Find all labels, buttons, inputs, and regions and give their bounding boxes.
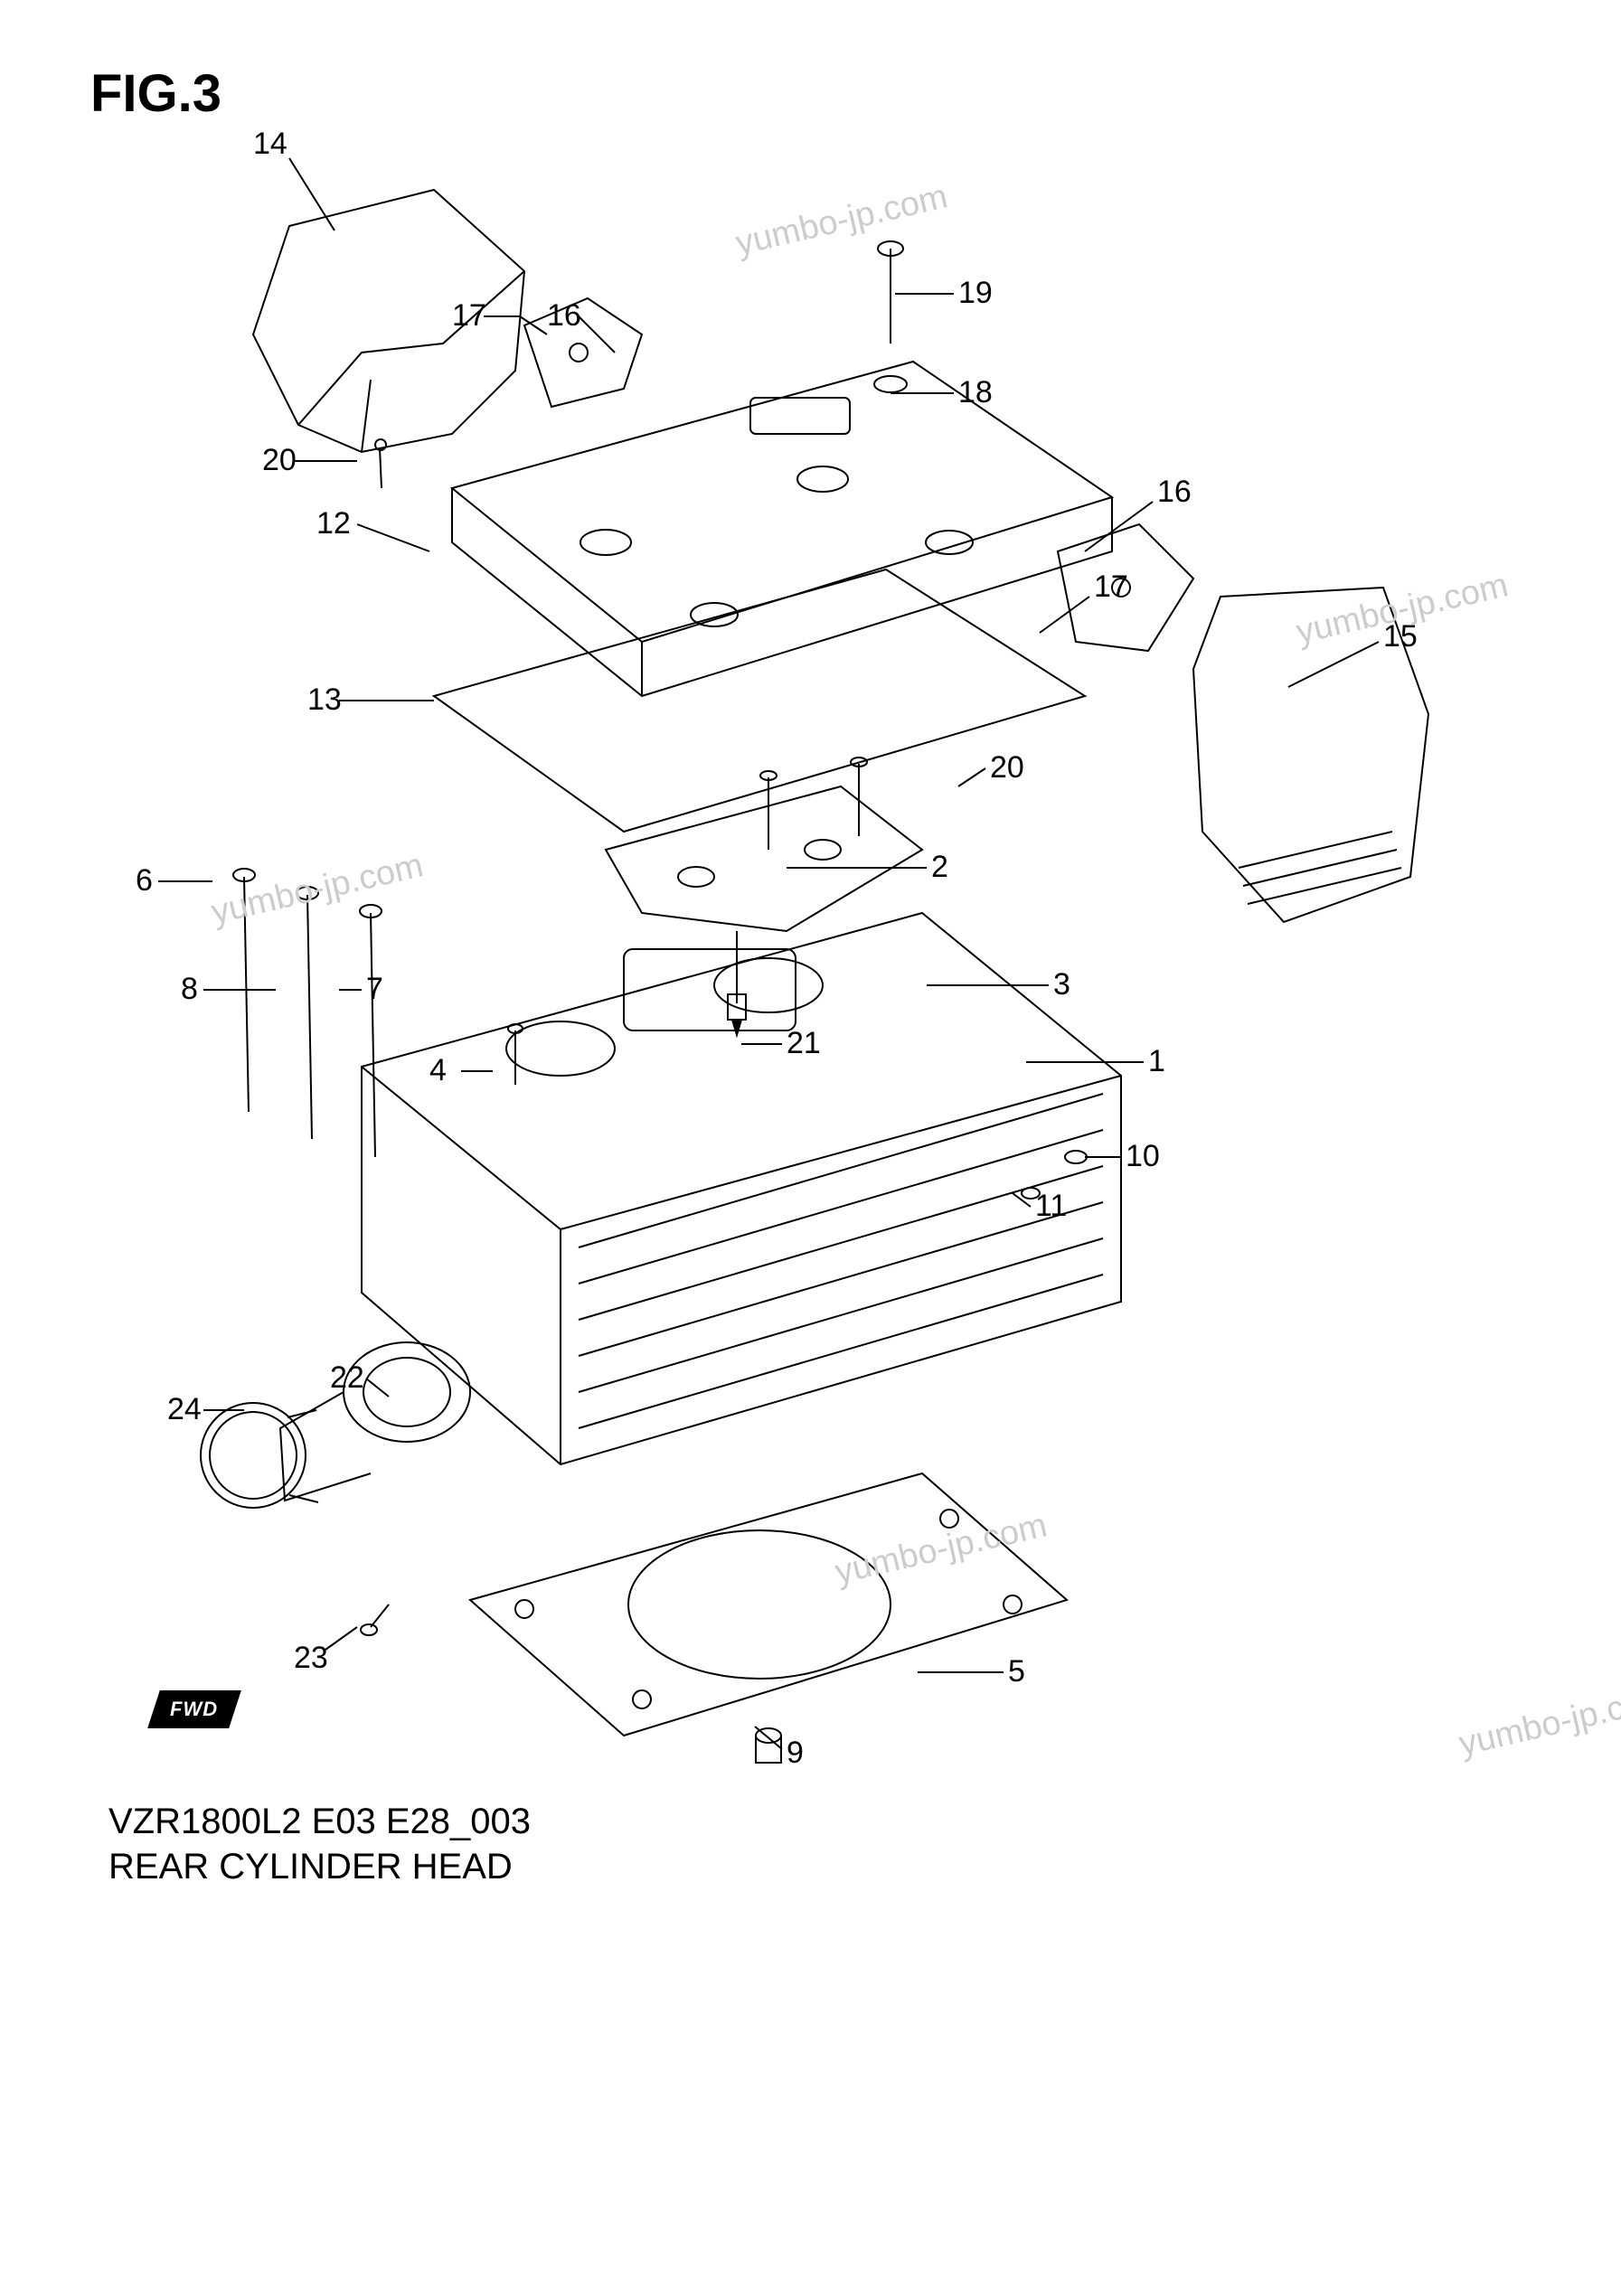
callout-number: 23 xyxy=(294,1641,328,1676)
callout-number: 17 xyxy=(452,298,486,334)
diagram-footer: VZR1800L2 E03 E28_003 REAR CYLINDER HEAD xyxy=(108,1799,531,1889)
callout-number: 20 xyxy=(990,750,1024,786)
callout-number: 11 xyxy=(1035,1189,1067,1224)
callout-number: 6 xyxy=(136,863,153,899)
callout-number: 12 xyxy=(316,506,351,541)
callout-number: 16 xyxy=(547,298,581,334)
callout-number: 19 xyxy=(958,276,993,311)
callout-number: 7 xyxy=(366,972,383,1007)
fwd-badge: FWD xyxy=(147,1690,241,1728)
callout-number: 15 xyxy=(1383,619,1418,654)
callout-number: 17 xyxy=(1094,569,1128,605)
callout-number: 18 xyxy=(958,375,993,410)
callout-number: 22 xyxy=(330,1360,364,1396)
callout-number: 8 xyxy=(181,972,198,1007)
exploded-diagram xyxy=(136,163,1510,1772)
footer-model-code: VZR1800L2 E03 E28_003 xyxy=(108,1799,531,1844)
callout-number: 2 xyxy=(931,850,948,885)
callout-number: 4 xyxy=(429,1053,447,1088)
callout-number: 1 xyxy=(1148,1044,1165,1079)
callout-number: 10 xyxy=(1126,1139,1160,1174)
footer-part-name: REAR CYLINDER HEAD xyxy=(108,1844,531,1889)
callout-number: 5 xyxy=(1008,1654,1025,1689)
callout-number: 20 xyxy=(262,443,297,478)
callout-number: 16 xyxy=(1157,475,1192,510)
fwd-label: FWD xyxy=(170,1698,218,1721)
callout-number: 13 xyxy=(307,682,342,718)
callout-number: 21 xyxy=(787,1026,821,1061)
callout-number: 3 xyxy=(1053,967,1070,1002)
figure-title: FIG.3 xyxy=(90,63,221,124)
callout-number: 24 xyxy=(167,1392,202,1427)
callout-number: 9 xyxy=(787,1736,804,1771)
callout-number: 14 xyxy=(253,127,287,162)
